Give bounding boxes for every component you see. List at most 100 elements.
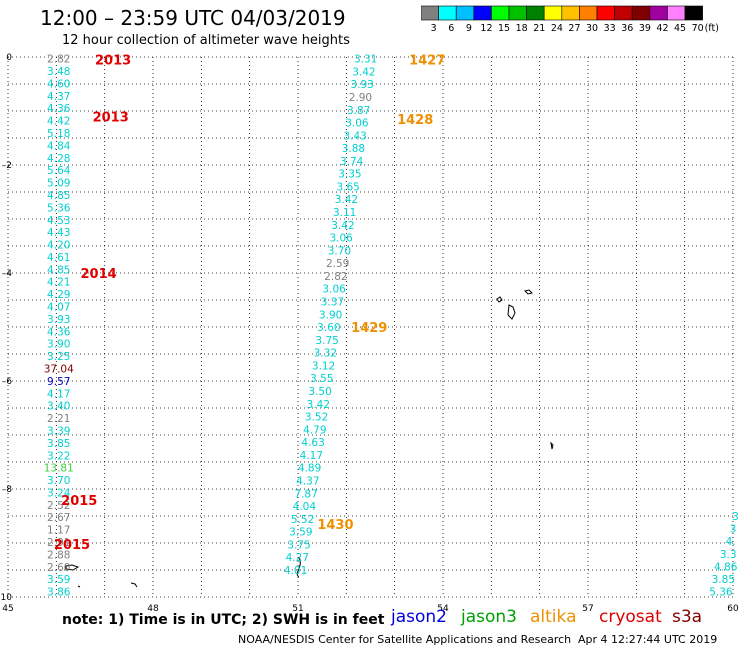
lat-lon-grid: [7, 56, 734, 598]
wave-height-value: 3.42: [335, 194, 358, 206]
scale-label: 70: [692, 23, 704, 34]
y-tick-label: –8: [2, 485, 13, 495]
wave-height-value: 2.21: [47, 413, 70, 425]
scale-swatch: [684, 5, 703, 21]
y-tick-label: –6: [2, 377, 13, 387]
wave-height-value: 2.82: [324, 271, 347, 283]
wave-height-value: 4.79: [303, 424, 326, 436]
y-tick-label: 0: [6, 53, 12, 63]
wave-height-value: 3.37: [321, 297, 344, 309]
wave-height-value: 5.18: [47, 128, 70, 140]
wave-height-value: 3.11: [333, 207, 356, 219]
wave-height-value: 1.17: [47, 525, 70, 537]
legend-s3a: s3a: [672, 607, 703, 627]
pass-time-label: 1430: [317, 518, 353, 533]
scale-label: 15: [498, 23, 510, 34]
wave-height-value: 3.52: [305, 412, 328, 424]
wave-height-value: 4.17: [47, 388, 70, 400]
scale-label: 12: [480, 23, 492, 34]
footer-credit: NOAA/NESDIS Center for Satellite Applica…: [238, 633, 572, 646]
wave-height-value: 3.39: [47, 425, 70, 437]
wave-height-value: 3.25: [47, 351, 70, 363]
wave-height-value: 3.85: [47, 438, 70, 450]
wave-height-value: 4.86: [714, 561, 738, 573]
wave-height-value: 2.59: [326, 258, 349, 270]
wave-height-value: 4.29: [47, 289, 70, 301]
scale-label: 36: [621, 23, 633, 34]
scale-label: 9: [466, 23, 472, 34]
scale-label: 45: [674, 23, 686, 34]
wave-height-value: 2.67: [47, 512, 70, 524]
legend-jason3: jason3: [461, 607, 517, 627]
wave-height-value: 5.36: [47, 202, 71, 214]
x-tick-label: 60: [727, 604, 739, 614]
wave-height-value: 3.24: [47, 487, 71, 499]
island-coastline: [507, 304, 516, 320]
wave-height-value: 3.31: [354, 54, 377, 66]
wave-height-value: 3.88: [342, 143, 365, 155]
coastline: [65, 289, 554, 588]
wave-height-value: 3.35: [338, 169, 361, 181]
scale-label: 27: [568, 23, 580, 34]
wave-height-value: 3.50: [308, 386, 331, 398]
wave-height-value: 3.59: [289, 527, 312, 539]
wave-height-value: 4.07: [47, 302, 70, 314]
island-coastline: [296, 556, 301, 578]
legend-jason2: jason2: [391, 607, 447, 627]
x-tick-label: 57: [582, 604, 593, 614]
pass-time-label: 1429: [351, 321, 387, 336]
wave-height-value: 4.20: [47, 240, 70, 252]
wave-height-value: 3.40: [47, 401, 70, 413]
x-tick-label: 45: [2, 604, 13, 614]
wave-height-value: 3.70: [328, 245, 351, 257]
wave-height-value: 37.04: [44, 363, 74, 375]
wave-height-value: 3.85: [712, 574, 735, 586]
wave-height-value: 4.36: [47, 103, 71, 115]
wave-height-value: 3.75: [287, 539, 310, 551]
pass-time-label: 2014: [81, 267, 117, 282]
legend-cryosat: cryosat: [599, 607, 662, 627]
wave-height-value: 3.93: [350, 79, 373, 91]
scale-label: 3: [431, 23, 437, 34]
wave-height-value: 3.42: [331, 220, 354, 232]
wave-height-value: 3.60: [317, 322, 340, 334]
wave-height-value: 5.52: [291, 514, 314, 526]
y-tick-label: –10: [0, 593, 12, 603]
island-coastline: [65, 564, 80, 571]
scale-label: 6: [448, 23, 454, 34]
wave-height-value: 7.87: [294, 488, 317, 500]
wave-height-value: 4.42: [47, 116, 70, 128]
wave-height-value: 4.01: [284, 565, 307, 577]
wave-height-value: 2.52: [47, 500, 70, 512]
wave-height-value: 4.27: [286, 552, 309, 564]
wave-height-value: 4.61: [47, 252, 70, 264]
wave-height-value: 2.88: [47, 549, 70, 561]
wave-height-value: 3.06: [345, 118, 369, 130]
wave-height-value: 4.43: [47, 227, 70, 239]
wave-height-value: 2.60: [47, 562, 70, 574]
wave-height-value: 3.90: [319, 309, 342, 321]
pass-time-label: 2015: [54, 538, 90, 553]
wave-height-value: 3.48: [47, 66, 70, 78]
wave-height-value: 4.21: [47, 277, 70, 289]
wave-height-value: 3.75: [315, 335, 338, 347]
legend-altika: altika: [530, 607, 577, 627]
pass-time-label: 2013: [95, 54, 131, 69]
wave-height-value: 3: [732, 511, 739, 523]
wave-height-value: 3.65: [336, 181, 359, 193]
wave-height-value: 4.: [726, 536, 736, 548]
wave-height-value: 3.86: [47, 587, 71, 599]
wave-height-value: 13.81: [44, 463, 74, 475]
wave-height-value: 3.42: [352, 66, 375, 78]
wave-height-value: 4.85: [47, 264, 70, 276]
scale-label: 21: [533, 23, 545, 34]
wave-height-value: 4.28: [47, 153, 70, 165]
wave-height-value: 3.06: [329, 233, 353, 245]
island-coastline: [130, 582, 138, 588]
wave-height-value: 4.85: [47, 190, 70, 202]
pass-time-label: 1427: [409, 54, 445, 69]
wave-height-value: 3.43: [343, 130, 366, 142]
y-tick-label: –4: [2, 269, 13, 279]
wave-height-value: 3.90: [47, 339, 70, 351]
